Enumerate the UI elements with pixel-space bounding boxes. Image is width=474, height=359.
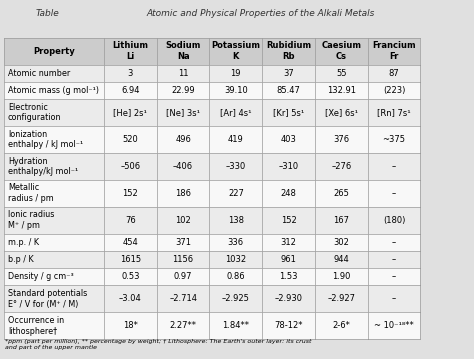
Text: ~375: ~375: [383, 135, 405, 144]
Text: 76: 76: [125, 216, 136, 225]
Text: 3: 3: [128, 69, 133, 78]
Text: [Ar] 4s¹: [Ar] 4s¹: [220, 108, 252, 117]
Text: 18*: 18*: [123, 321, 138, 330]
Text: 336: 336: [228, 238, 244, 247]
Text: Ionization
enthalpy / kJ mol⁻¹: Ionization enthalpy / kJ mol⁻¹: [8, 130, 83, 149]
Text: [Kr] 5s¹: [Kr] 5s¹: [273, 108, 304, 117]
Text: –2.714: –2.714: [169, 294, 197, 303]
Text: Atomic mass (g mol⁻¹): Atomic mass (g mol⁻¹): [8, 86, 99, 95]
Text: Property: Property: [33, 47, 75, 56]
Text: 961: 961: [281, 255, 296, 264]
Text: 0.86: 0.86: [227, 272, 245, 281]
Text: Ionic radius
M⁺ / pm: Ionic radius M⁺ / pm: [8, 210, 54, 230]
Text: m.p. / K: m.p. / K: [8, 238, 39, 247]
Text: 87: 87: [389, 69, 399, 78]
Text: 78-12*: 78-12*: [274, 321, 303, 330]
Text: Caesium
Cs: Caesium Cs: [321, 41, 361, 61]
Text: Rubidium
Rb: Rubidium Rb: [266, 41, 311, 61]
Text: –: –: [392, 189, 396, 198]
Text: 403: 403: [281, 135, 296, 144]
Text: 1.90: 1.90: [332, 272, 350, 281]
Text: 0.97: 0.97: [174, 272, 192, 281]
Text: 454: 454: [123, 238, 138, 247]
Text: 227: 227: [228, 189, 244, 198]
Text: 376: 376: [333, 135, 349, 144]
Text: 371: 371: [175, 238, 191, 247]
Text: Metallic
radius / pm: Metallic radius / pm: [8, 183, 54, 203]
Text: 39.10: 39.10: [224, 86, 248, 95]
Text: 520: 520: [123, 135, 138, 144]
Text: –2.925: –2.925: [222, 294, 250, 303]
Text: –: –: [392, 238, 396, 247]
Text: 2.27**: 2.27**: [170, 321, 197, 330]
Text: –406: –406: [173, 162, 193, 171]
Text: 102: 102: [175, 216, 191, 225]
Text: –330: –330: [226, 162, 246, 171]
Text: 1.53: 1.53: [279, 272, 298, 281]
Text: 152: 152: [123, 189, 138, 198]
Text: 6.94: 6.94: [121, 86, 140, 95]
Text: –: –: [392, 255, 396, 264]
Text: Francium
Fr: Francium Fr: [372, 41, 416, 61]
Text: –2.927: –2.927: [327, 294, 355, 303]
Text: [He] 2s¹: [He] 2s¹: [113, 108, 147, 117]
Text: –: –: [392, 294, 396, 303]
Text: 152: 152: [281, 216, 296, 225]
Text: 55: 55: [336, 69, 346, 78]
Text: –506: –506: [120, 162, 140, 171]
Text: (180): (180): [383, 216, 405, 225]
Text: Density / g cm⁻³: Density / g cm⁻³: [8, 272, 73, 281]
Text: Sodium
Na: Sodium Na: [165, 41, 201, 61]
Text: Potassium
K: Potassium K: [211, 41, 260, 61]
Text: 132.91: 132.91: [327, 86, 356, 95]
Text: 186: 186: [175, 189, 191, 198]
Text: ~ 10⁻¹⁸**: ~ 10⁻¹⁸**: [374, 321, 414, 330]
Text: –: –: [392, 272, 396, 281]
Text: 19: 19: [230, 69, 241, 78]
Text: [Xe] 6s¹: [Xe] 6s¹: [325, 108, 358, 117]
Text: 944: 944: [333, 255, 349, 264]
Text: –2.930: –2.930: [274, 294, 302, 303]
Text: 167: 167: [333, 216, 349, 225]
Text: –310: –310: [279, 162, 299, 171]
Text: 85.47: 85.47: [277, 86, 301, 95]
Text: b.p / K: b.p / K: [8, 255, 34, 264]
Text: 2-6*: 2-6*: [332, 321, 350, 330]
Text: Lithium
Li: Lithium Li: [112, 41, 148, 61]
Text: Electronic
configuration: Electronic configuration: [8, 103, 61, 122]
Text: (223): (223): [383, 86, 405, 95]
Text: *ppm (part per million), ** percentage by weight; † Lithosphere: The Earth's out: *ppm (part per million), ** percentage b…: [5, 339, 311, 350]
Text: Table: Table: [36, 9, 59, 18]
Text: 0.53: 0.53: [121, 272, 140, 281]
Text: 302: 302: [333, 238, 349, 247]
Text: 1.84**: 1.84**: [222, 321, 249, 330]
Text: 1156: 1156: [173, 255, 194, 264]
Text: Atomic number: Atomic number: [8, 69, 70, 78]
Text: 248: 248: [281, 189, 296, 198]
Text: –276: –276: [331, 162, 351, 171]
Text: Atomic and Physical Properties of the Alkali Metals: Atomic and Physical Properties of the Al…: [146, 9, 375, 18]
Text: 11: 11: [178, 69, 188, 78]
Text: –3.04: –3.04: [119, 294, 142, 303]
Text: [Rn] 7s¹: [Rn] 7s¹: [377, 108, 411, 117]
Text: 496: 496: [175, 135, 191, 144]
Text: 265: 265: [333, 189, 349, 198]
Text: 1615: 1615: [120, 255, 141, 264]
Text: 138: 138: [228, 216, 244, 225]
Text: 419: 419: [228, 135, 244, 144]
Text: Occurrence in
lithosphere†: Occurrence in lithosphere†: [8, 316, 64, 336]
Text: 37: 37: [283, 69, 294, 78]
Text: [Ne] 3s¹: [Ne] 3s¹: [166, 108, 200, 117]
Text: Hydration
enthalpy/kJ mol⁻¹: Hydration enthalpy/kJ mol⁻¹: [8, 157, 78, 176]
Text: 22.99: 22.99: [171, 86, 195, 95]
Text: Standard potentials
E° / V for (M⁺ / M): Standard potentials E° / V for (M⁺ / M): [8, 289, 87, 309]
Text: 1032: 1032: [225, 255, 246, 264]
Text: 312: 312: [281, 238, 296, 247]
Text: –: –: [392, 162, 396, 171]
